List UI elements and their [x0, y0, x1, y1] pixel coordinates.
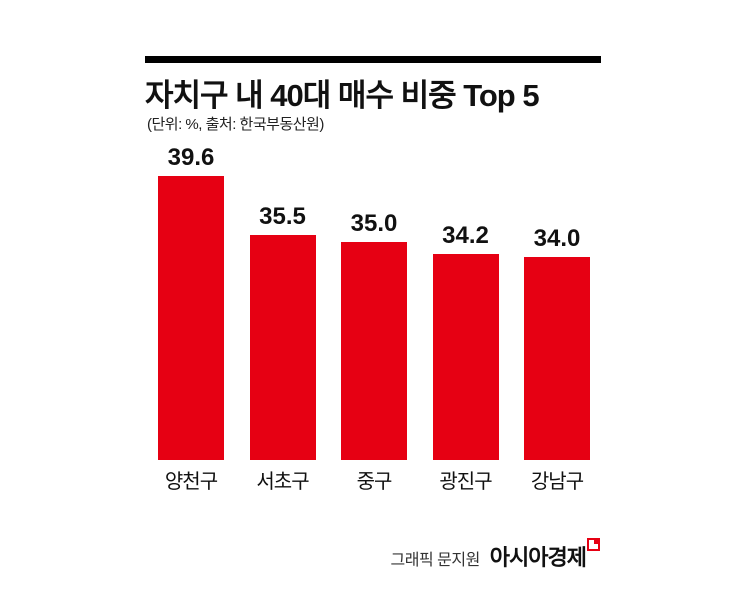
bar	[158, 176, 224, 460]
bar-chart: 39.6 35.5 35.0 34.2 34.0 양천구 서초구 중구 광진구 강남구	[158, 144, 590, 495]
chart-subtitle: (단위: %, 출처: 한국부동산원)	[147, 116, 324, 133]
category-label: 강남구	[530, 471, 584, 493]
bar-column: 35.0	[341, 210, 407, 460]
bar	[432, 254, 499, 460]
value-label: 34.0	[533, 225, 581, 252]
bar-column: 34.0	[524, 225, 590, 460]
bar-column: 34.2	[432, 222, 499, 460]
category-label: 중구	[356, 471, 393, 493]
value-label: 34.2	[442, 222, 489, 249]
bars: 39.6 35.5 35.0 34.2 34.0	[158, 144, 590, 460]
brand-name: 아시아경제	[489, 538, 600, 572]
top-rule	[145, 56, 601, 63]
bar-column: 39.6	[158, 144, 224, 460]
category-labels: 양천구 서초구 중구 광진구 강남구	[158, 465, 590, 495]
bar	[524, 257, 590, 460]
value-label: 39.6	[167, 144, 215, 171]
bar	[249, 235, 316, 460]
category-label: 서초구	[256, 471, 309, 493]
bar	[341, 242, 407, 460]
value-label: 35.5	[259, 203, 306, 230]
chart-title: 자치구 내 40대 매수 비중 Top 5	[145, 78, 540, 113]
graphic-credit: 그래픽 문지원	[390, 552, 481, 569]
bar-column: 35.5	[249, 203, 316, 460]
value-label: 35.0	[350, 210, 398, 237]
asiae-logo-icon	[587, 538, 600, 551]
category-label: 광진구	[439, 471, 492, 493]
category-label: 양천구	[164, 471, 218, 493]
brand-text: 아시아경제	[489, 545, 587, 570]
footer: 그래픽 문지원 아시아경제	[390, 538, 600, 572]
